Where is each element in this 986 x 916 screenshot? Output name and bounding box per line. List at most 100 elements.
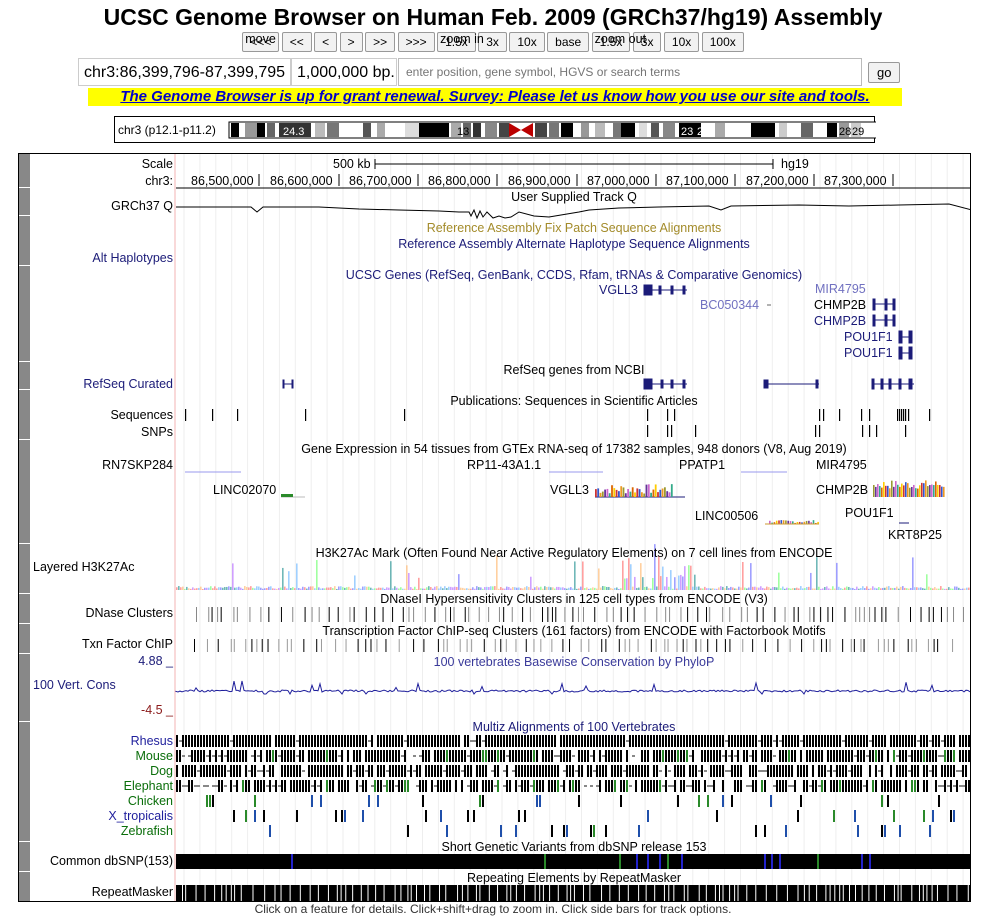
dnase-cluster-marks [196, 607, 964, 622]
sequences-label: Sequences [110, 408, 173, 422]
gene-label-bc050344[interactable]: BC050344 [700, 298, 760, 312]
refseq-title: RefSeq genes from NCBI [503, 363, 645, 377]
ideogram-label: chr3 (p12.1-p11.2) [118, 123, 216, 137]
move-left-button[interactable]: << [281, 32, 312, 52]
conservation-title: 100 vertebrates Basewise Conservation by… [433, 655, 715, 669]
region-size-display: 1,000,000 bp. [291, 58, 397, 86]
zoom-out-10x-button[interactable]: 10x [663, 32, 700, 52]
coordinate-tick-label: 87,000,000 [587, 174, 650, 188]
gene-label-vgll3[interactable]: VGLL3 [599, 283, 638, 297]
track-image[interactable]: Scale chr3: GRCh37 Q Alt Haplotypes RefS… [18, 153, 971, 902]
side-bar-h3k27ac[interactable] [19, 544, 30, 594]
gtex-gene-rn7skp284: RN7SKP284 [102, 458, 173, 472]
gtex-gene-rp11-43a1-1[interactable]: RP11-43A1.1 [467, 458, 542, 472]
side-bar-txn-factor[interactable] [19, 624, 30, 654]
alt-haplotypes-label: Alt Haplotypes [92, 251, 173, 265]
gene-label-mir4795[interactable]: MIR4795 [815, 282, 866, 296]
position-display: chr3:86,399,796-87,399,795 [78, 58, 291, 86]
move-right-button[interactable]: >> [365, 32, 396, 52]
side-bar-patch-alignments[interactable] [19, 216, 30, 266]
gtex-gene-mir4795[interactable]: MIR4795 [816, 458, 867, 472]
side-bar-dbsnp[interactable] [19, 842, 30, 872]
h3k27ac-title: H3K27Ac Mark (Often Found Near Active Re… [315, 546, 833, 560]
move-step-left-button[interactable]: < [314, 32, 338, 52]
multiz-title: Multiz Alignments of 100 Vertebrates [472, 720, 676, 734]
zoom-in-base-button[interactable]: base [547, 32, 590, 52]
move-far-right-button[interactable]: >>> [397, 32, 435, 52]
band-label: 28 [839, 126, 851, 138]
side-bar-conservation[interactable] [19, 654, 30, 722]
coordinate-tick-label: 86,800,000 [428, 174, 491, 188]
zoom-in-10x-button[interactable]: 10x [509, 32, 545, 52]
zoom-in-1-5x-button[interactable]: 1.5x [437, 32, 476, 52]
announcement-link[interactable]: The Genome Browser is up for grant renew… [88, 88, 902, 106]
side-bar-user-track[interactable] [19, 188, 30, 216]
species-rhesus: Rhesus [130, 734, 173, 748]
gtex-gene-pou1f1[interactable]: POU1F1 [845, 506, 894, 520]
gtex-gene-ppatp1[interactable]: PPATP1 [679, 458, 726, 472]
publication-marks [185, 409, 931, 437]
gene-label-pou1f1[interactable]: POU1F1 [844, 330, 893, 344]
zoom-out-1-5x-button[interactable]: 1.5x [591, 32, 631, 52]
coordinate-tick-label: 86,500,000 [191, 174, 254, 188]
layered-h3k27ac-label: Layered H3K27Ac [33, 560, 135, 574]
band-label: 13 [457, 126, 469, 138]
grid-lines [183, 154, 964, 901]
grch37-track-label: GRCh37 Q [111, 199, 173, 213]
txn-factor-label: Txn Factor ChIP [82, 637, 173, 651]
zoom-out-label: zoom out [594, 32, 647, 46]
chromosome-ideogram[interactable]: chr3 (p12.1-p11.2) [114, 116, 876, 143]
zoom-out-100x-button[interactable]: 100x [701, 32, 744, 52]
chrom-label: chr3: [145, 174, 173, 188]
ucsc-genes-title: UCSC Genes (RefSeq, GenBank, CCDS, Rfam,… [345, 268, 803, 282]
dnase-clusters-label: DNase Clusters [85, 606, 173, 620]
coordinate-tick-label: 86,600,000 [270, 174, 333, 188]
side-bar-refseq[interactable] [19, 362, 30, 390]
species-chicken: Chicken [127, 794, 173, 808]
snps-label: SNPs [141, 425, 173, 439]
gtex-gene-vgll3[interactable]: VGLL3 [550, 483, 589, 497]
gtex-bars [595, 480, 945, 524]
band-label: 23 [681, 126, 693, 138]
gene-label-pou1f1[interactable]: POU1F1 [844, 346, 893, 360]
publications-title: Publications: Sequences in Scientific Ar… [450, 394, 698, 408]
conservation-signal [175, 680, 970, 696]
zoom-in-3x-button[interactable]: 3x [478, 32, 507, 52]
scale-size-label: 500 kb [333, 157, 371, 171]
species-elephant: Elephant [123, 779, 173, 793]
move-label: move [245, 32, 276, 46]
coordinate-tick-label: 87,200,000 [746, 174, 809, 188]
gtex-gene-linc02070[interactable]: LINC02070 [213, 483, 277, 497]
species-mouse: Mouse [135, 749, 173, 763]
side-bar-repeatmasker[interactable] [19, 872, 30, 901]
track-graphics [174, 154, 970, 901]
cons-max-label: 4.88 _ [138, 654, 173, 668]
side-bar-multiz[interactable] [19, 722, 30, 842]
species-x-tropicalis: X_tropicalis [108, 809, 173, 823]
coordinate-tick-label: 86,900,000 [508, 174, 571, 188]
move-step-right-button[interactable]: > [339, 32, 363, 52]
side-bar-publications[interactable] [19, 390, 30, 440]
dnase-title: DNaseI Hypersensitivity Clusters in 125 … [380, 592, 768, 606]
cons-min-label: -4.5 _ [141, 703, 173, 717]
h3k27ac-signal [176, 544, 970, 590]
coordinate-tick-label: 87,100,000 [666, 174, 729, 188]
side-bar-gtex[interactable] [19, 440, 30, 544]
go-button[interactable]: go [868, 62, 901, 83]
search-input[interactable] [398, 58, 862, 86]
gtex-title: Gene Expression in 54 tissues from GTEx … [301, 442, 847, 456]
gene-label-chmp2b[interactable]: CHMP2B [814, 298, 867, 312]
side-bar-dnase[interactable] [19, 594, 30, 624]
txn-factor-title: Transcription Factor ChIP-seq Clusters (… [322, 624, 826, 638]
gene-label-chmp2b[interactable]: CHMP2B [814, 314, 867, 328]
side-bar-ucsc-genes[interactable] [19, 266, 30, 362]
gtex-gene-chmp2b[interactable]: CHMP2B [816, 483, 869, 497]
coordinate-tick-label: 87,300,000 [824, 174, 887, 188]
band-label: 24.3 [283, 126, 304, 138]
gtex-gene-linc00506[interactable]: LINC00506 [695, 509, 759, 523]
zoom-out-3x-button[interactable]: 3x [632, 32, 662, 52]
scale-ticks [258, 174, 894, 186]
multiz-alignment-rows [176, 735, 970, 837]
gtex-gene-krt8p25[interactable]: KRT8P25 [888, 528, 942, 542]
side-bar-ruler[interactable] [19, 154, 30, 188]
